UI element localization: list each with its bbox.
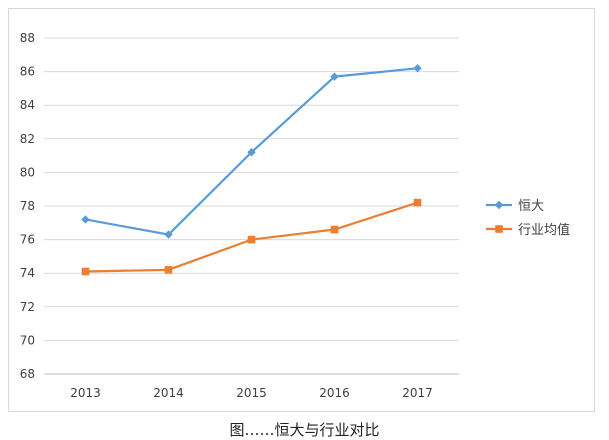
x-tick-label-2015: 2015 (236, 386, 267, 400)
data-point-0-2017 (413, 64, 422, 73)
figure-caption: 图……恒大与行业对比 (229, 421, 380, 439)
y-tick-label-78: 78 (20, 199, 35, 213)
y-tick-label-84: 84 (20, 98, 35, 112)
axes: 68 70 72 74 76 78 80 82 84 86 88 2013 2014 2015 2016 20… (20, 31, 433, 400)
data-point-1-2013 (81, 267, 90, 276)
legend-marker-0 (494, 200, 504, 210)
y-tick-label-76: 76 (20, 233, 35, 247)
y-tick-label-88: 88 (20, 31, 35, 45)
x-tick-label-2014: 2014 (153, 386, 184, 400)
y-tick-label-82: 82 (20, 132, 35, 146)
y-tick-label-74: 74 (20, 266, 35, 280)
y-tick-label-70: 70 (20, 333, 35, 347)
data-point-1-2014 (164, 266, 173, 274)
data-point-0-2015 (247, 148, 256, 157)
y-tick-label-80: 80 (20, 165, 35, 179)
y-tick-label-86: 86 (20, 65, 35, 79)
chart-frame (8, 8, 595, 412)
x-tick-label-2013: 2013 (70, 386, 101, 400)
series (81, 64, 422, 276)
data-point-0-2014 (164, 230, 173, 239)
x-tick-label-2016: 2016 (319, 386, 350, 400)
legend-marker-1 (495, 225, 503, 233)
legend-label-0: 恒大 (518, 199, 544, 214)
x-tick-label-2017: 2017 (402, 386, 433, 400)
data-point-1-2017 (413, 198, 422, 207)
y-tick-label-68: 68 (20, 367, 35, 381)
gridlines (44, 37, 459, 375)
y-tick-label-72: 72 (20, 300, 35, 314)
line-chart: 68 70 72 74 76 78 80 82 84 86 88 2013 2014 2015 2016 20… (20, 31, 570, 400)
data-point-0-2013 (81, 215, 90, 224)
data-point-0-2016 (330, 72, 339, 81)
legend-label-1: 行业均值 (518, 222, 570, 238)
data-point-1-2016 (330, 225, 339, 234)
data-point-1-2015 (247, 235, 256, 244)
